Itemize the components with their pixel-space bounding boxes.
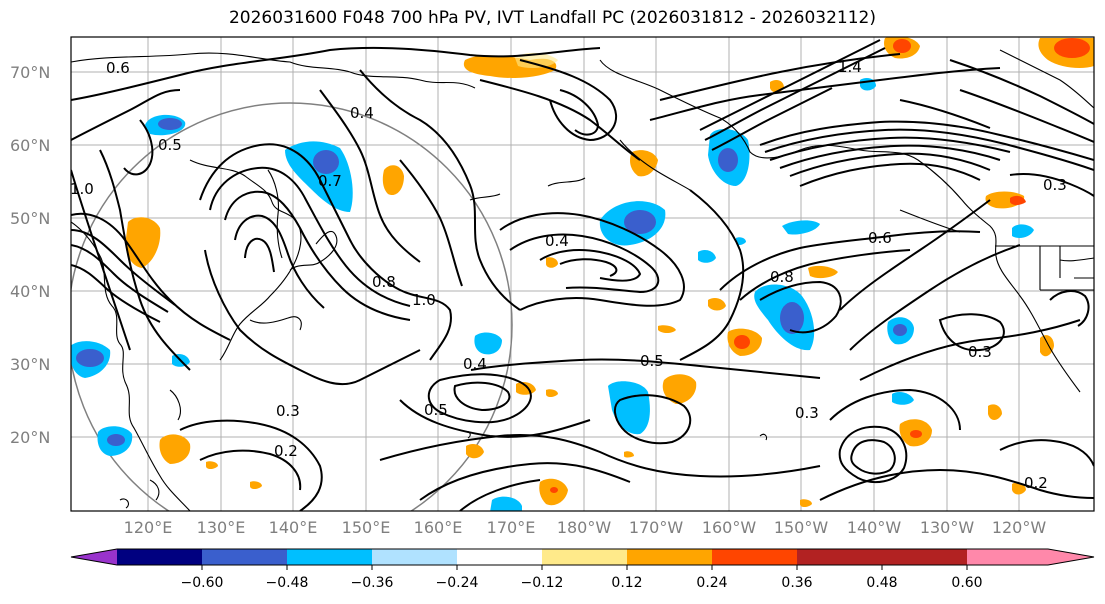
map-frame-background bbox=[71, 37, 1094, 511]
lon-label: 120°W bbox=[992, 518, 1047, 537]
lon-label: 180°W bbox=[557, 518, 612, 537]
colorbar: −0.60 −0.48 −0.36 −0.24 −0.12 0.12 0.24 … bbox=[70, 548, 1095, 591]
contour-label: 0.4 bbox=[350, 104, 374, 122]
colorbar-tick-label: 0.48 bbox=[866, 575, 897, 591]
colorbar-tick-label: 0.36 bbox=[781, 575, 812, 591]
colorbar-segment bbox=[712, 549, 797, 565]
lon-label: 160°W bbox=[702, 518, 757, 537]
colorbar-outline bbox=[70, 548, 1095, 566]
colorbar-tick-label: −0.36 bbox=[351, 575, 394, 591]
colorbar-segment bbox=[372, 549, 457, 565]
lon-label: 140°E bbox=[269, 518, 318, 537]
contour-label: 0.8 bbox=[770, 268, 794, 286]
contour-label: 0.2 bbox=[1024, 474, 1048, 492]
lon-label: 170°E bbox=[487, 518, 536, 537]
contour-label: 1.4 bbox=[838, 58, 862, 76]
map-border bbox=[70, 36, 1095, 512]
contour-label: 0.5 bbox=[424, 401, 448, 419]
landfall-region-circle bbox=[71, 102, 513, 511]
lon-label: 170°W bbox=[629, 518, 684, 537]
contour-label: 0.3 bbox=[1043, 176, 1067, 194]
contour-labels: 0.6 0.5 0.4 0.7 1.0 0.8 0.3 0.2 1.4 0.6 … bbox=[70, 58, 1067, 492]
contour-label: 0.2 bbox=[274, 442, 298, 460]
lon-label: 160°E bbox=[414, 518, 463, 537]
colorbar-segment bbox=[797, 549, 882, 565]
pv-contours bbox=[71, 39, 1094, 511]
lat-label-20n: 20°N bbox=[10, 428, 50, 447]
colorbar-tick-label: −0.60 bbox=[181, 575, 224, 591]
colorbar-tick-label: 0.12 bbox=[611, 575, 642, 591]
colorbar-tick-label: 0.60 bbox=[951, 575, 982, 591]
colorbar-tick-label: −0.12 bbox=[521, 575, 564, 591]
chart-title: 2026031600 F048 700 hPa PV, IVT Landfall… bbox=[228, 8, 876, 28]
colorbar-tick-marks bbox=[201, 565, 968, 570]
lat-label-40n: 40°N bbox=[10, 282, 50, 301]
lon-label: 150°W bbox=[774, 518, 829, 537]
longitude-labels: 120°E 130°E 140°E 150°E 160°E 170°E 180°… bbox=[124, 518, 1047, 537]
colorbar-tick-label: −0.48 bbox=[266, 575, 309, 591]
contour-label: 0.3 bbox=[795, 404, 819, 422]
lat-label-30n: 30°N bbox=[10, 355, 50, 374]
contour-label: 1.0 bbox=[70, 180, 94, 198]
lat-label-50n: 50°N bbox=[10, 209, 50, 228]
colorbar-segment bbox=[542, 549, 627, 565]
lon-label: 130°E bbox=[197, 518, 246, 537]
lat-label-60n: 60°N bbox=[10, 136, 50, 155]
contour-label: 0.6 bbox=[106, 59, 130, 77]
ivt-shading bbox=[71, 37, 1094, 511]
coastlines bbox=[71, 49, 1094, 511]
colorbar-tick-label: 0.24 bbox=[696, 575, 727, 591]
map-content: 0.6 0.5 0.4 0.7 1.0 0.8 0.3 0.2 1.4 0.6 … bbox=[70, 37, 1094, 511]
colorbar-segment bbox=[882, 549, 967, 565]
colorbar-tick-label: −0.24 bbox=[436, 575, 479, 591]
latitude-labels: 70°N 60°N 50°N 40°N 30°N 20°N bbox=[10, 63, 50, 447]
colorbar-segment bbox=[287, 549, 372, 565]
lon-label: 120°E bbox=[124, 518, 173, 537]
contour-label: 0.6 bbox=[868, 229, 892, 247]
contour-label: 1.0 bbox=[412, 291, 436, 309]
lon-label: 150°E bbox=[342, 518, 391, 537]
contour-label: 0.5 bbox=[158, 136, 182, 154]
colorbar-left-extension bbox=[71, 549, 117, 565]
contour-label: 0.3 bbox=[276, 402, 300, 420]
colorbar-segment bbox=[457, 549, 542, 565]
lon-label: 140°W bbox=[847, 518, 902, 537]
contour-label: 0.7 bbox=[318, 172, 342, 190]
contour-label: 0.4 bbox=[545, 232, 569, 250]
contour-label: 0.3 bbox=[968, 343, 992, 361]
colorbar-segment bbox=[202, 549, 287, 565]
lat-label-70n: 70°N bbox=[10, 63, 50, 82]
lon-label: 130°W bbox=[920, 518, 975, 537]
contour-label: 0.8 bbox=[372, 273, 396, 291]
colorbar-segment bbox=[627, 549, 712, 565]
contour-label: 0.5 bbox=[640, 352, 664, 370]
contour-label: 0.4 bbox=[463, 355, 487, 373]
colorbar-segment bbox=[117, 549, 202, 565]
